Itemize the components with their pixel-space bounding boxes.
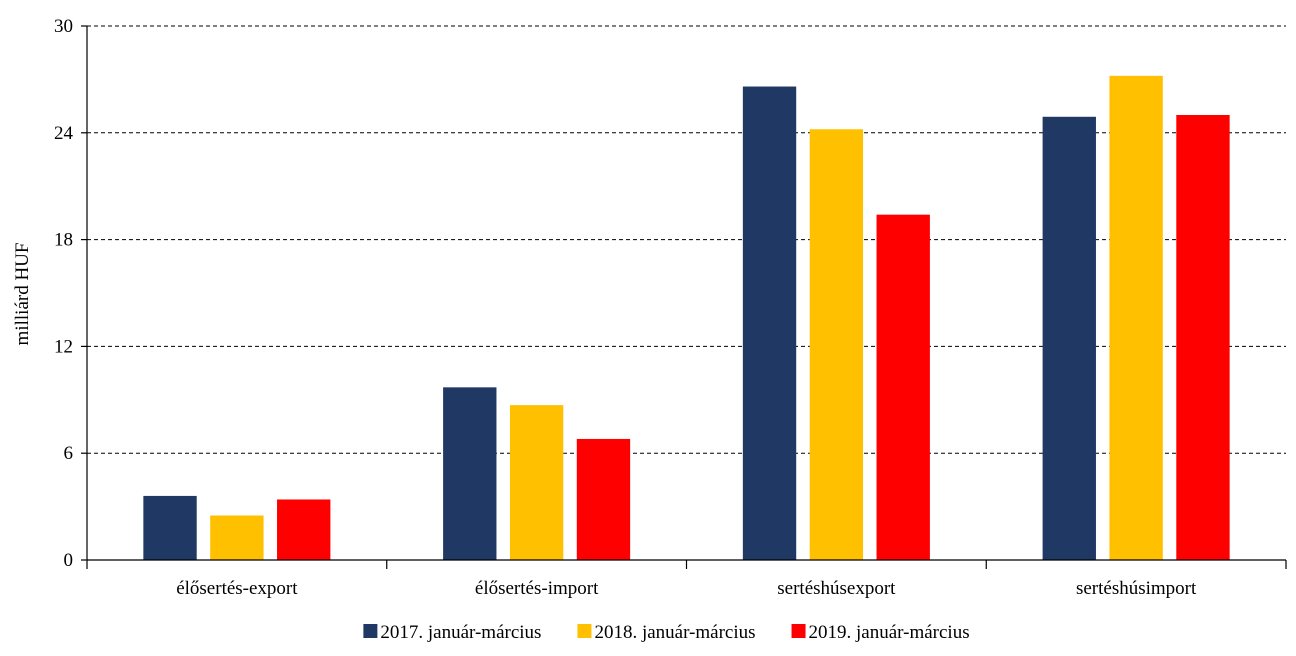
axes: 0 6 12 18 24 30 élősertés-export élősertés-impo…	[54, 16, 1287, 599]
legend-swatch	[791, 624, 806, 638]
legend-item: 2019. január-március	[791, 622, 970, 643]
legend-swatch	[363, 624, 378, 638]
bar	[277, 499, 331, 560]
bar	[1109, 75, 1163, 560]
bar	[509, 405, 564, 560]
legend-item: 2018. január-március	[577, 622, 756, 643]
x-category-label: sertéshúsexport	[777, 578, 896, 599]
bar	[1176, 115, 1230, 560]
y-axis-title: milliárd HUF	[12, 243, 33, 346]
y-tick-label: 24	[54, 123, 74, 144]
bar	[210, 515, 264, 560]
bar	[443, 387, 497, 560]
y-tick-label: 30	[54, 16, 73, 37]
legend-label: 2018. január-március	[594, 622, 755, 643]
legend-item: 2017. január-március	[363, 622, 541, 643]
x-category-label: sertéshúsimport	[1076, 578, 1197, 599]
bar	[1042, 116, 1096, 560]
x-category-label: élősertés-export	[176, 578, 298, 599]
bar	[876, 214, 930, 560]
x-category-label: élősertés-import	[475, 578, 599, 599]
legend-swatch	[577, 624, 592, 638]
y-tick-label: 6	[64, 443, 74, 464]
bar	[576, 438, 631, 560]
y-tick-label: 12	[54, 336, 73, 357]
bars	[143, 75, 1230, 561]
y-tick-label: 18	[54, 230, 73, 251]
legend: 2017. január-március 2018. január-március…	[363, 622, 970, 643]
legend-label: 2017. január-március	[380, 622, 541, 643]
bar	[742, 86, 797, 561]
grid-lines	[87, 25, 1286, 454]
legend-label: 2019. január-március	[809, 622, 970, 643]
y-tick-label: 0	[64, 550, 74, 571]
bar	[143, 495, 197, 560]
bar	[809, 129, 864, 561]
